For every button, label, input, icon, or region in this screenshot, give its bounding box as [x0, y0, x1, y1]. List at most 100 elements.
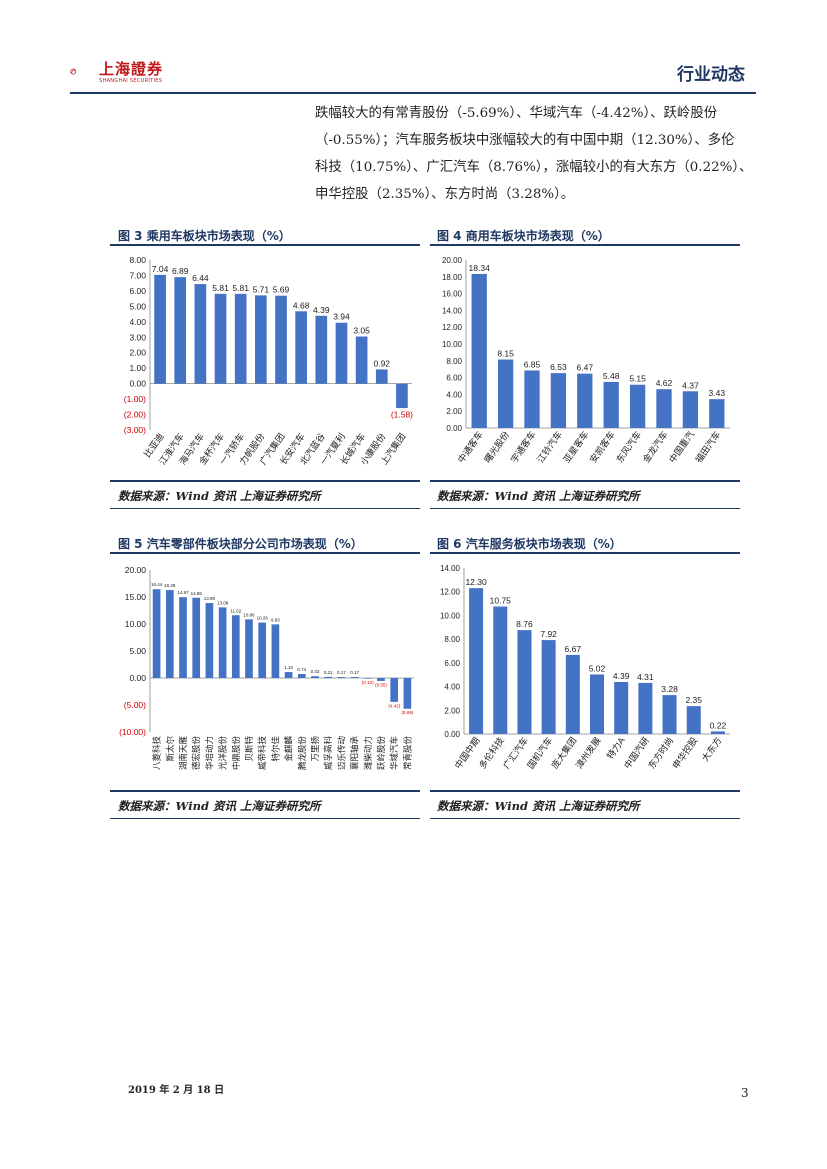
category-label: 金麒麟	[284, 736, 294, 762]
y-tick-label: 6.00	[446, 374, 462, 383]
bar	[152, 589, 161, 678]
category-label: 华培动力	[204, 736, 214, 770]
paragraph-line: 跌幅较大的有常青股份（-5.69%）、华域汽车（-4.42%）、跃岭股份	[315, 106, 718, 121]
category-label: 常青股份	[402, 736, 412, 771]
bar-value-label: 5.48	[603, 371, 620, 381]
category-label: 光洋股份	[218, 736, 228, 771]
logo-subtitle: SHANGHAI SECURITIES	[99, 78, 163, 84]
category-label: 中国重汽	[666, 429, 696, 465]
bar	[205, 602, 214, 678]
y-tick-label: (1.00)	[124, 394, 146, 404]
footer-date: 2019 年 2 月 18 日	[128, 1085, 225, 1096]
bar	[603, 381, 619, 428]
bar-value-label: 7.92	[540, 629, 557, 639]
bar	[524, 370, 540, 428]
y-tick-label: 6.00	[444, 659, 460, 668]
category-label: 曙光股份	[482, 429, 512, 465]
bar	[194, 284, 207, 384]
bar	[682, 391, 699, 428]
bar-value-label: 0.74	[297, 667, 306, 672]
bar	[550, 373, 567, 428]
bar-value-label: 4.31	[637, 672, 654, 682]
y-tick-label: 2.00	[446, 407, 462, 416]
figure-4-source: 数据来源：Wind 资讯 上海证券研究所	[437, 489, 640, 503]
y-tick-label: 20.00	[125, 565, 147, 575]
category-label: 跃岭股份	[376, 736, 386, 771]
category-label: 大东方	[699, 735, 724, 763]
paragraph-line: （-0.55%）；汽车服务板块中涨幅较大的有中国中期（12.30%）、多伦	[315, 133, 735, 148]
y-tick-label: 15.00	[125, 592, 147, 602]
bar-value-label: 10.86	[243, 612, 255, 617]
y-tick-label: 4.00	[129, 317, 146, 327]
bar	[165, 590, 174, 678]
bar	[390, 678, 399, 702]
y-tick-label: (2.00)	[124, 410, 146, 420]
y-tick-label: 2.00	[444, 706, 460, 715]
section-title: 行业动态	[677, 65, 745, 85]
bar-value-label: 4.39	[613, 671, 630, 681]
bar	[154, 274, 166, 384]
y-tick-label: 16.00	[442, 290, 463, 299]
category-label: 福田汽车	[693, 429, 723, 465]
bar	[629, 384, 646, 428]
bar-value-label: 0.17	[337, 670, 346, 675]
category-label: 华域汽车	[389, 736, 399, 770]
bar-value-label: 0.21	[324, 670, 333, 675]
y-tick-label: 10.00	[440, 611, 461, 620]
bar-value-label: 0.92	[373, 358, 390, 368]
figure-3-chart: 8.00 7.00 6.00 5.00 4.00 3.00 2.00 1.00 0.00 (1.0…	[124, 255, 413, 467]
bar	[469, 588, 484, 734]
bar	[355, 336, 368, 384]
bar-value-label: 0.17	[350, 670, 359, 675]
bar-value-label: 14.86	[191, 591, 203, 596]
figure-6-source-rule	[430, 818, 740, 819]
bar-value-label: 6.85	[524, 359, 541, 369]
bar	[324, 676, 333, 678]
bar-value-label: 14.97	[177, 590, 189, 595]
bar-value-label: 2.35	[685, 695, 702, 705]
category-label: 江铃汽车	[534, 429, 564, 465]
bar-value-label: 5.15	[629, 374, 646, 384]
bar	[497, 359, 514, 428]
bar	[638, 682, 653, 734]
category-label: 威帝科技	[257, 736, 267, 771]
bar	[311, 676, 319, 678]
y-tick-label: 4.00	[446, 390, 462, 399]
figure-3-title: 图 3 乘用车板块市场表现（%）	[118, 229, 291, 243]
bar-value-label: 6.53	[550, 362, 567, 372]
bar	[577, 373, 593, 428]
figure-3-top-rule	[110, 244, 420, 246]
bar	[284, 672, 293, 678]
bar	[337, 677, 346, 678]
bar-value-label: 3.43	[709, 388, 726, 398]
company-logo	[70, 68, 77, 75]
y-tick-label: 10.00	[442, 340, 463, 349]
figure-5-chart: 20.00 15.00 10.00 5.00 0.00 (5.00) (10.00) 16.4…	[119, 565, 414, 771]
category-label: 襄阳轴承	[350, 736, 360, 771]
bar	[271, 624, 280, 678]
bar-value-label: 16.44	[151, 582, 163, 587]
bar	[541, 640, 556, 734]
bar-value-label: (5.69)	[402, 710, 414, 715]
figure-5-top-rule	[110, 552, 420, 554]
bar-value-label: 4.39	[313, 305, 330, 315]
figure-4-title: 图 4 商用车板块市场表现（%）	[437, 229, 610, 243]
y-tick-label: (10.00)	[119, 727, 146, 737]
bar-value-label: 6.44	[192, 273, 209, 283]
category-label: 申华控股	[670, 735, 700, 771]
bar	[179, 597, 187, 678]
bar-value-label: (0.55)	[375, 682, 387, 687]
bar-value-label: 5.69	[273, 285, 290, 295]
y-tick-label: 10.00	[125, 619, 147, 629]
body-paragraph: 跌幅较大的有常青股份（-5.69%）、华域汽车（-4.42%）、跃岭股份 （-0…	[315, 100, 755, 208]
category-label: 腾龙股份	[297, 736, 307, 771]
category-label: 威孚高科	[323, 736, 333, 771]
bar-value-label: 5.02	[589, 663, 606, 673]
category-label: 中通客车	[455, 429, 485, 465]
category-label: 德宏股份	[191, 736, 201, 771]
y-tick-label: 12.00	[440, 588, 461, 597]
bar-value-label: 0.33	[311, 669, 320, 674]
paragraph-line: 申华控股（2.35%）、东方时尚（3.28%）。	[315, 187, 575, 202]
bar-value-label: 11.62	[230, 608, 241, 613]
bar-value-label: (0.12)	[362, 680, 374, 685]
